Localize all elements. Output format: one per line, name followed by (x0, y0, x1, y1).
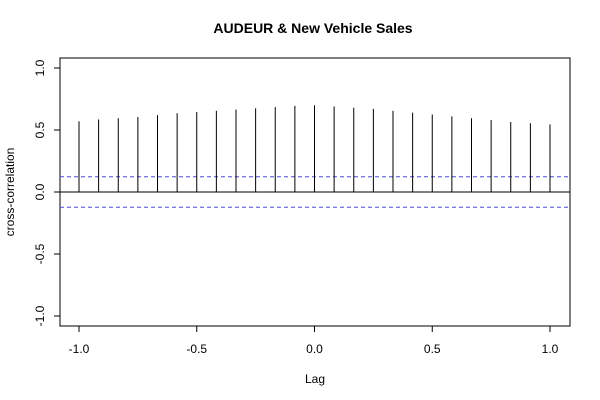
x-axis-label: Lag (305, 372, 325, 386)
y-axis-label: cross-correlation (3, 148, 17, 237)
y-tick-label: -0.5 (33, 243, 47, 264)
x-tick-label: -0.5 (186, 342, 207, 356)
y-axis: -1.0 -0.5 0.0 0.5 1.0 (33, 59, 60, 326)
x-axis: -1.0 -0.5 0.0 0.5 1.0 (69, 326, 559, 356)
x-tick-label: -1.0 (69, 342, 90, 356)
y-tick-label: 0.0 (33, 183, 47, 200)
y-tick-label: 1.0 (33, 59, 47, 76)
x-tick-label: 0.5 (424, 342, 441, 356)
y-tick-label: 0.5 (33, 121, 47, 138)
correlation-spikes (78, 105, 551, 192)
y-tick-label: -1.0 (33, 305, 47, 326)
chart-title: AUDEUR & New Vehicle Sales (213, 20, 412, 36)
x-tick-label: 1.0 (542, 342, 559, 356)
x-tick-label: 0.0 (306, 342, 323, 356)
